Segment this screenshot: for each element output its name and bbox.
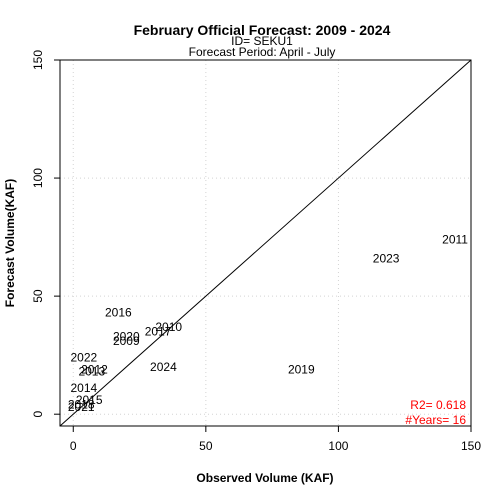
point-label-2019: 2019	[288, 362, 315, 376]
point-label-2011: 2011	[442, 232, 468, 246]
point-label-2023: 2023	[373, 251, 400, 265]
x-tick-label: 100	[328, 439, 348, 453]
points: 2009201020112012201320142015201620172018…	[68, 232, 468, 414]
x-axis-label: Observed Volume (KAF)	[196, 471, 333, 485]
plot-frame	[59, 59, 472, 427]
point-label-2014: 2014	[71, 381, 98, 395]
x-axis: 0 50 100 150	[70, 426, 481, 453]
point-label-2013: 2013	[78, 365, 105, 379]
y-axis: 0 50 100 150	[31, 50, 60, 418]
r2-stat: R2= 0.618	[410, 398, 466, 412]
y-tick-label: 50	[31, 289, 45, 303]
point-label-2016: 2016	[105, 306, 132, 320]
chart-subtitle-period: Forecast Period: April - July	[189, 45, 336, 59]
years-stat: #Years= 16	[405, 413, 466, 427]
point-label-2020: 2020	[113, 329, 140, 343]
chart-title: February Official Forecast: 2009 - 2024	[134, 22, 391, 38]
one-to-one-line	[59, 59, 472, 427]
point-label-2012: 2012	[81, 362, 108, 376]
point-label-2015: 2015	[76, 393, 103, 407]
y-axis-label: Forecast Volume(KAF)	[3, 179, 17, 307]
point-label-2022: 2022	[71, 351, 98, 365]
point-label-2010: 2010	[155, 320, 182, 334]
y-tick-label: 0	[31, 411, 45, 418]
point-label-2021: 2021	[68, 400, 95, 414]
point-label-2018: 2018	[68, 398, 95, 412]
y-tick-label: 150	[31, 50, 45, 70]
x-tick-label: 50	[199, 439, 213, 453]
point-label-2009: 2009	[113, 334, 140, 348]
chart-subtitle-id: ID= SEKU1	[231, 34, 293, 48]
x-tick-label: 0	[70, 439, 77, 453]
point-label-2017: 2017	[145, 325, 172, 339]
y-tick-label: 100	[31, 168, 45, 188]
x-tick-label: 150	[461, 439, 481, 453]
point-label-2024: 2024	[150, 360, 177, 374]
